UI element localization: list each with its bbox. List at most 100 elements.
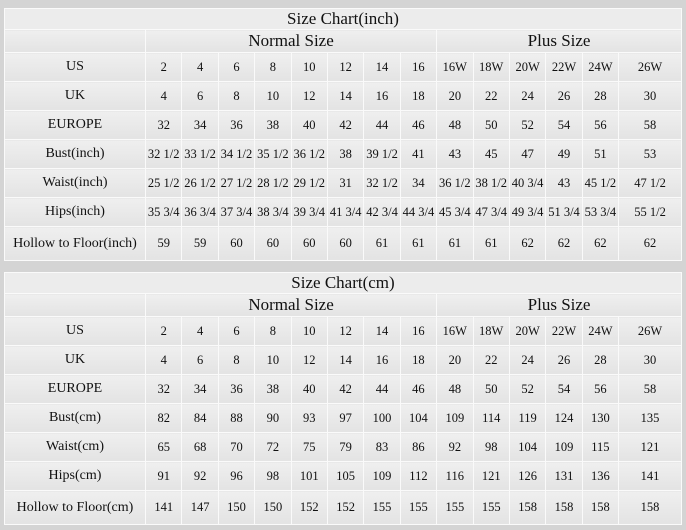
group-header-row: Normal Size Plus Size [4,29,682,53]
value-cell: 44 [363,374,401,404]
value-cell: 22W [545,52,583,82]
row-label: Hips(cm) [4,461,146,491]
value-cell: 109 [436,403,474,433]
value-cell: 12 [326,52,365,82]
value-cell: 92 [181,461,219,491]
value-cell: 135 [618,403,682,433]
value-cell: 18W [472,52,510,82]
value-cell: 46 [399,374,438,404]
value-cell: 16 [399,316,438,346]
value-cell: 24W [581,316,620,346]
table-row: US 2 4 6 8 10 12 14 16 16W 18W 20W 22W 24W 26W [4,52,682,82]
value-cell: 59 [144,226,183,261]
value-cell: 26 [545,81,583,111]
value-cell: 2 [144,316,183,346]
value-cell: 124 [545,403,583,433]
value-cell: 90 [254,403,292,433]
value-cell: 98 [472,432,510,462]
row-label: Bust(cm) [4,403,146,433]
value-cell: 98 [254,461,292,491]
value-cell: 16W [436,316,474,346]
row-label: EUROPE [4,374,146,404]
value-cell: 6 [217,52,256,82]
value-cell: 35 3/4 [144,197,183,227]
value-cell: 155 [436,490,474,525]
value-cell: 54 [545,110,583,140]
value-cell: 24 [508,81,547,111]
value-cell: 68 [181,432,219,462]
value-cell: 41 3/4 [326,197,365,227]
row-label: US [4,52,146,82]
value-cell: 34 [181,110,219,140]
value-cell: 158 [618,490,682,525]
value-cell: 36 [217,374,256,404]
value-cell: 75 [290,432,328,462]
value-cell: 93 [290,403,328,433]
value-cell: 152 [326,490,365,525]
table-row: Hips(inch) 35 3/4 36 3/4 37 3/4 38 3/4 39 3/4… [4,197,682,227]
value-cell: 18W [472,316,510,346]
value-cell: 70 [217,432,256,462]
value-cell: 16 [399,52,438,82]
size-chart-cm: Size Chart(cm) Normal Size Plus Size US 2 4 6 8… [4,272,682,525]
value-cell: 10 [254,345,292,375]
value-cell: 12 [290,345,328,375]
value-cell: 112 [399,461,438,491]
value-cell: 97 [326,403,365,433]
value-cell: 8 [217,345,256,375]
value-cell: 6 [181,345,219,375]
value-cell: 44 3/4 [399,197,438,227]
row-label: UK [4,81,146,111]
value-cell: 18 [399,345,438,375]
value-cell: 62 [545,226,583,261]
value-cell: 32 1/2 [363,168,401,198]
value-cell: 114 [472,403,510,433]
value-cell: 24 [508,345,547,375]
value-cell: 38 3/4 [254,197,292,227]
value-cell: 58 [618,110,682,140]
blank-cell [4,293,146,317]
value-cell: 115 [581,432,620,462]
row-label: EUROPE [4,110,146,140]
value-cell: 54 [545,374,583,404]
value-cell: 141 [618,461,682,491]
value-cell: 43 [436,139,474,169]
size-chart-inch: Size Chart(inch) Normal Size Plus Size US 2 4… [4,8,682,261]
value-cell: 10 [290,316,328,346]
value-cell: 158 [545,490,583,525]
value-cell: 14 [326,345,365,375]
blank-cell [4,29,146,53]
title-row: Size Chart(inch) [4,8,682,30]
value-cell: 12 [290,81,328,111]
value-cell: 20W [508,52,547,82]
value-cell: 25 1/2 [144,168,183,198]
value-cell: 32 [144,374,183,404]
plus-size-header: Plus Size [436,293,682,317]
table-row: Bust(cm) 82 84 88 90 93 97 100 104 109 114 119 124 13… [4,403,682,433]
value-cell: 38 [254,374,292,404]
value-cell: 28 1/2 [254,168,292,198]
value-cell: 46 [399,110,438,140]
value-cell: 40 [290,374,328,404]
table-row: UK 4 6 8 10 12 14 16 18 20 22 24 26 28 30 [4,81,682,111]
value-cell: 101 [290,461,328,491]
value-cell: 16 [363,345,401,375]
value-cell: 33 1/2 [181,139,219,169]
table-row: Waist(cm) 65 68 70 72 75 79 83 86 92 98 104 109 115 12… [4,432,682,462]
value-cell: 28 [581,345,620,375]
value-cell: 30 [618,81,682,111]
value-cell: 26W [618,52,682,82]
value-cell: 4 [144,345,183,375]
value-cell: 34 [181,374,219,404]
value-cell: 38 1/2 [472,168,510,198]
value-cell: 150 [254,490,292,525]
value-cell: 45 1/2 [581,168,620,198]
value-cell: 126 [508,461,547,491]
value-cell: 56 [581,374,620,404]
value-cell: 22W [545,316,583,346]
value-cell: 50 [472,110,510,140]
value-cell: 8 [254,52,292,82]
value-cell: 150 [217,490,256,525]
value-cell: 8 [254,316,292,346]
table-row: US 2 4 6 8 10 12 14 16 16W 18W 20W 22W 24W 26W [4,316,682,346]
